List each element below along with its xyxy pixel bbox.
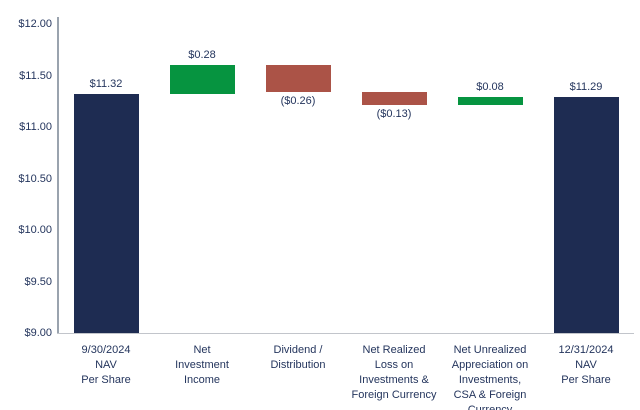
category-label-line: Appreciation on xyxy=(451,359,529,371)
x-axis-category-label: Net Unrealized Appreciation on Investments… xyxy=(436,343,544,410)
bar-value-label: ($0.13) xyxy=(376,108,412,121)
category-label-line: Dividend / xyxy=(273,344,323,356)
waterfall-bar xyxy=(361,91,427,106)
y-axis-tick-label: $10.00 xyxy=(18,224,52,236)
y-axis-tick-label: $10.50 xyxy=(18,172,52,185)
category-label-line: Income xyxy=(183,374,221,386)
category-label-line: CSA & Foreign xyxy=(453,389,527,401)
x-axis-category-label: 9/30/2024 NAV Per Share xyxy=(52,343,160,388)
bar-value-label: $0.08 xyxy=(476,81,504,94)
x-axis-category-label: 12/31/2024 NAV Per Share xyxy=(532,343,640,388)
category-label-line: 12/31/2024 xyxy=(558,344,614,356)
y-axis-tick-label: $11.00 xyxy=(19,121,52,133)
category-label-line: NAV xyxy=(95,359,117,371)
waterfall-bar xyxy=(553,97,619,333)
x-axis-category-label: Net Investment Income xyxy=(148,343,256,388)
waterfall-bar xyxy=(457,97,523,106)
category-label-line: Investment xyxy=(175,359,229,371)
category-label-line: Per Share xyxy=(561,374,611,386)
category-label-line: Currency xyxy=(467,404,513,410)
waterfall-bar xyxy=(73,94,139,333)
category-label-line: Foreign Currency xyxy=(351,389,437,401)
category-label-line: Net Unrealized xyxy=(453,344,527,356)
waterfall-bar xyxy=(265,65,331,92)
y-axis-line xyxy=(57,17,59,333)
x-axis-baseline xyxy=(57,333,634,334)
category-label-line: Net Realized xyxy=(362,344,426,356)
category-label-line: Per Share xyxy=(81,374,131,386)
y-axis-tick-label: $9.00 xyxy=(24,327,52,339)
y-axis-tick-label: $9.50 xyxy=(24,275,52,288)
category-label-line: Investments & xyxy=(359,374,429,386)
category-label-line: Loss on xyxy=(374,359,414,371)
category-label-line: Distribution xyxy=(270,359,326,371)
x-axis-category-label: Net Realized Loss on Investments & Foreign … xyxy=(340,343,448,403)
x-axis-category-label: Dividend / Distribution xyxy=(244,343,352,373)
bar-value-label: $0.28 xyxy=(188,49,216,62)
category-label-line: Net xyxy=(193,344,211,356)
category-label-line: NAV xyxy=(575,359,597,371)
bar-value-label: $11.32 xyxy=(89,78,123,91)
category-label-line: Investments, xyxy=(458,374,522,386)
waterfall-bar xyxy=(169,65,235,95)
y-axis-tick-label: $12.00 xyxy=(18,18,52,30)
category-label-line: 9/30/2024 xyxy=(81,344,131,356)
y-axis-tick-label: $11.50 xyxy=(19,69,52,82)
bar-value-label: ($0.26) xyxy=(280,94,316,107)
bar-value-label: $11.29 xyxy=(569,81,603,94)
